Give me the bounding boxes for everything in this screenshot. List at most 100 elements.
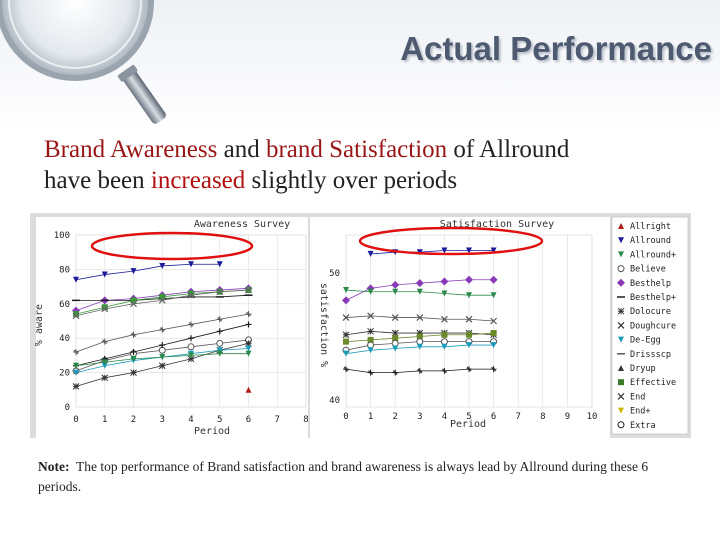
- satisfaction-point: [343, 366, 349, 373]
- awareness-point: [158, 362, 166, 370]
- satisfaction-point: [489, 275, 498, 284]
- awareness-point: [245, 345, 252, 352]
- satisfaction-xtick-label: 3: [417, 412, 422, 422]
- awareness-point: [130, 355, 137, 362]
- legend-label: De-Egg: [630, 336, 661, 346]
- awareness-point: [130, 331, 137, 338]
- legend-label: End: [630, 392, 645, 402]
- awareness-point: [159, 326, 166, 333]
- awareness-point: [216, 328, 223, 335]
- satisfaction-point: [343, 350, 349, 357]
- awareness-point: [101, 271, 108, 278]
- legend-label: Allround+: [630, 250, 676, 260]
- legend-marker: [618, 251, 624, 258]
- awareness-point: [188, 261, 194, 268]
- satisfaction-point: [490, 330, 497, 337]
- awareness-point: [159, 262, 166, 269]
- satisfaction-point: [367, 347, 374, 354]
- satisfaction-point: [391, 329, 399, 337]
- awareness-point: [101, 362, 108, 369]
- legend-label: Dolocure: [630, 307, 671, 317]
- awareness-point: [159, 342, 166, 349]
- magnifier-icon: [0, 0, 166, 124]
- awareness-point: [72, 383, 80, 390]
- satisfaction-point: [367, 288, 374, 295]
- awareness-ytick-label: 20: [59, 369, 70, 379]
- satisfaction-point: [392, 369, 399, 376]
- legend-marker: [617, 265, 625, 273]
- satisfaction-xtick-label: 8: [540, 412, 545, 422]
- satisfaction-point: [342, 331, 350, 339]
- satisfaction-point: [391, 339, 399, 347]
- satisfaction-xtick-label: 4: [442, 412, 447, 422]
- legend-marker: [618, 365, 624, 371]
- awareness-point: [188, 321, 194, 328]
- awareness-point: [72, 312, 80, 320]
- legend-marker: [618, 223, 624, 229]
- awareness-point: [101, 305, 109, 313]
- satisfaction-point: [391, 314, 399, 321]
- satisfaction-point: [490, 247, 497, 254]
- awareness-point: [130, 348, 137, 355]
- satisfaction-point: [440, 338, 448, 346]
- satisfaction-point: [490, 366, 497, 373]
- awareness-point: [245, 321, 252, 328]
- headline-brand-satisfaction: brand Satisfaction: [265, 136, 448, 163]
- satisfaction-xtick-label: 5: [466, 412, 471, 422]
- legend-label: Extra: [630, 421, 656, 431]
- satisfaction-xtick-label: 10: [587, 412, 598, 422]
- satisfaction-point: [343, 338, 349, 345]
- awareness-xtick-label: 3: [160, 415, 165, 425]
- awareness-point: [158, 346, 166, 354]
- satisfaction-title: Satisfaction Survey: [440, 219, 554, 230]
- legend-label: Besthelp: [630, 279, 671, 289]
- awareness-xtick-label: 5: [217, 415, 222, 425]
- satisfaction-point: [342, 314, 350, 321]
- satisfaction-point: [367, 336, 374, 343]
- satisfaction-point: [466, 342, 472, 349]
- legend-label: Besthelp+: [630, 293, 676, 303]
- awareness-point: [187, 355, 195, 363]
- awareness-xtick-label: 4: [188, 415, 193, 425]
- awareness-point: [159, 354, 166, 361]
- legend-box: [611, 216, 689, 435]
- awareness-point: [130, 369, 137, 376]
- satisfaction-xtick-label: 6: [491, 412, 496, 422]
- awareness-point: [188, 290, 194, 297]
- awareness-xtick-label: 1: [102, 415, 107, 425]
- legend-marker: [617, 421, 625, 429]
- satisfaction-point: [466, 366, 472, 373]
- chart-panel: 0 1 2 3 4 5 6 7 8 0 20 40 60 80 100 Awareness Survey Per…: [30, 213, 691, 438]
- legend-marker: [617, 278, 625, 287]
- awareness-point: [245, 350, 252, 357]
- satisfaction-point: [466, 247, 472, 254]
- awareness-point: [245, 340, 252, 347]
- legend-marker: [617, 321, 625, 329]
- legend-marker: [617, 307, 625, 315]
- awareness-point: [216, 316, 223, 323]
- awareness-point: [216, 288, 224, 296]
- awareness-point: [158, 296, 166, 304]
- note-label: Note:: [38, 459, 70, 474]
- satisfaction-xlabel: Period: [450, 419, 486, 430]
- awareness-point: [130, 297, 137, 304]
- headline-text-allround: of Allround: [447, 136, 570, 163]
- awareness-point: [101, 374, 109, 382]
- satisfaction-point: [391, 280, 400, 289]
- header-banner: Actual Performance: [0, 0, 720, 128]
- legend-marker: [617, 392, 625, 400]
- satisfaction-point: [392, 335, 399, 342]
- awareness-point: [73, 311, 79, 318]
- satisfaction-point: [343, 287, 349, 294]
- awareness-point: [130, 268, 137, 275]
- awareness-ytick-label: 100: [54, 231, 70, 241]
- headline-text-and: and: [217, 136, 266, 163]
- satisfaction-point: [465, 315, 473, 323]
- legend-label: Believe: [630, 265, 666, 275]
- awareness-point: [73, 369, 79, 376]
- satisfaction-xtick-label: 9: [565, 412, 570, 422]
- awareness-point: [73, 362, 79, 369]
- awareness-point: [73, 348, 79, 355]
- satisfaction-ytick-label: 40: [329, 396, 340, 406]
- awareness-point: [159, 293, 166, 300]
